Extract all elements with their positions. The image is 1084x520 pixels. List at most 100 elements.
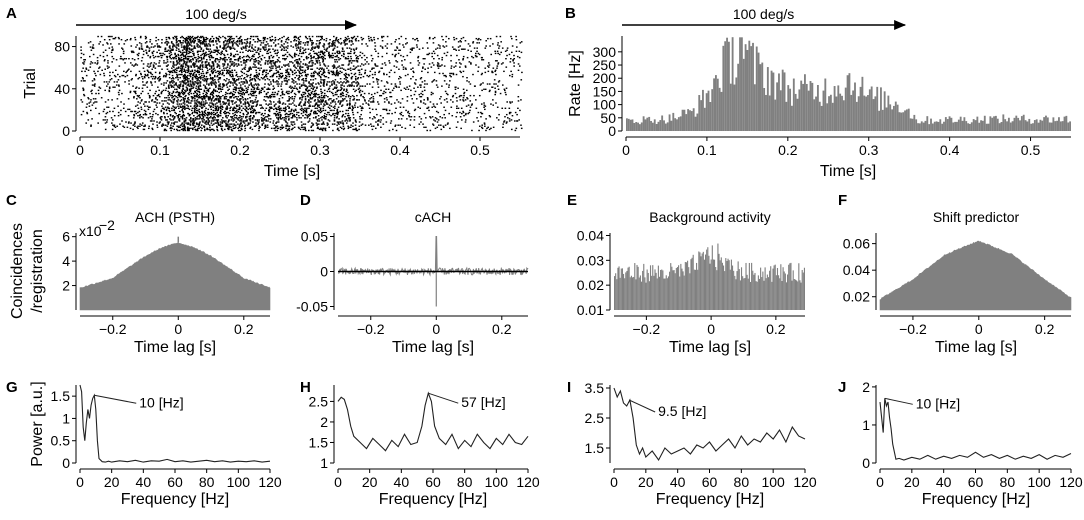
spike-dot xyxy=(194,37,196,38)
spike-dot xyxy=(97,71,99,72)
spike-dot xyxy=(272,122,274,123)
spike-dot xyxy=(475,64,477,65)
spike-dot xyxy=(410,69,412,70)
spike-dot xyxy=(130,128,132,129)
spike-dot xyxy=(191,96,193,97)
panel-letter-b: B xyxy=(565,5,576,22)
spike-dot xyxy=(199,105,201,106)
spike-dot xyxy=(515,130,517,131)
spike-dot xyxy=(176,129,178,130)
spike-dot xyxy=(316,67,318,68)
spike-dot xyxy=(172,65,174,66)
spike-dot xyxy=(298,55,300,56)
spike-dot xyxy=(459,45,461,46)
spike-dot xyxy=(155,72,157,73)
spike-dot xyxy=(337,81,339,82)
spike-dot xyxy=(275,130,277,131)
spike-dot xyxy=(328,119,330,120)
spike-dot xyxy=(437,55,439,56)
spike-dot xyxy=(395,50,397,51)
spike-dot xyxy=(95,108,97,109)
spike-dot xyxy=(199,84,201,85)
spike-dot xyxy=(164,116,166,117)
spike-dot xyxy=(283,102,285,103)
spike-dot xyxy=(172,48,174,49)
spike-dot xyxy=(343,126,345,127)
spike-dot xyxy=(428,110,430,111)
spike-dot xyxy=(356,47,358,48)
spike-dot xyxy=(90,101,92,102)
spike-dot xyxy=(336,116,338,117)
spike-dot xyxy=(273,56,275,57)
spike-dot xyxy=(410,95,412,96)
spike-dot xyxy=(375,128,377,129)
spike-dot xyxy=(132,129,134,130)
spike-dot xyxy=(313,79,315,80)
spike-dot xyxy=(221,105,223,106)
spike-dot xyxy=(247,75,249,76)
spike-dot xyxy=(84,61,86,62)
spike-dot xyxy=(436,80,438,81)
spike-dot xyxy=(466,77,468,78)
spike-dot xyxy=(455,116,457,117)
spike-dot xyxy=(333,64,335,65)
spike-dot xyxy=(408,89,410,90)
spike-dot xyxy=(380,90,382,91)
spike-dot xyxy=(203,95,205,96)
spike-dot xyxy=(321,119,323,120)
spike-dot xyxy=(500,41,502,42)
spike-dot xyxy=(215,40,217,41)
spike-dot xyxy=(305,74,307,75)
spike-dot xyxy=(201,101,203,102)
spike-dot xyxy=(200,57,202,58)
spike-dot xyxy=(350,124,352,125)
spike-dot xyxy=(306,115,308,116)
spike-dot xyxy=(450,55,452,56)
spike-dot xyxy=(139,123,141,124)
spike-dot xyxy=(239,107,241,108)
spike-dot xyxy=(359,72,361,73)
spike-dot xyxy=(356,66,358,67)
spike-dot xyxy=(357,130,359,131)
spike-dot xyxy=(327,81,329,82)
spike-dot xyxy=(338,57,340,58)
spike-dot xyxy=(341,42,343,43)
spike-dot xyxy=(295,72,297,73)
spike-dot xyxy=(346,47,348,48)
spike-dot xyxy=(235,92,237,93)
spike-dot xyxy=(371,97,373,98)
spike-dot xyxy=(395,39,397,40)
spike-dot xyxy=(148,109,150,110)
spike-dot xyxy=(139,97,141,98)
spike-dot xyxy=(160,78,162,79)
spike-dot xyxy=(484,47,486,48)
spike-dot xyxy=(288,128,290,129)
spike-dot xyxy=(505,94,507,95)
spike-dot xyxy=(171,108,173,109)
spike-dot xyxy=(443,107,445,108)
spike-dot xyxy=(251,46,253,47)
panel-a-y-tick-label: 40 xyxy=(54,81,70,97)
spike-dot xyxy=(519,57,521,58)
spike-dot xyxy=(362,85,364,86)
spike-dot xyxy=(361,43,363,44)
spike-dot xyxy=(360,52,362,53)
spike-dot xyxy=(194,95,196,96)
spike-dot xyxy=(305,48,307,49)
spike-dot xyxy=(198,82,200,83)
spike-dot xyxy=(516,39,518,40)
spike-dot xyxy=(465,99,467,100)
spike-dot xyxy=(305,63,307,64)
spike-dot xyxy=(233,91,235,92)
spike-dot xyxy=(221,128,223,129)
spike-dot xyxy=(149,95,151,96)
spike-dot xyxy=(459,40,461,41)
spike-dot xyxy=(457,88,459,89)
spike-dot xyxy=(220,91,222,92)
spike-dot xyxy=(444,80,446,81)
spike-dot xyxy=(188,58,190,59)
spike-dot xyxy=(273,88,275,89)
spike-dot xyxy=(334,117,336,118)
spike-dot xyxy=(289,126,291,127)
spike-dot xyxy=(437,121,439,122)
